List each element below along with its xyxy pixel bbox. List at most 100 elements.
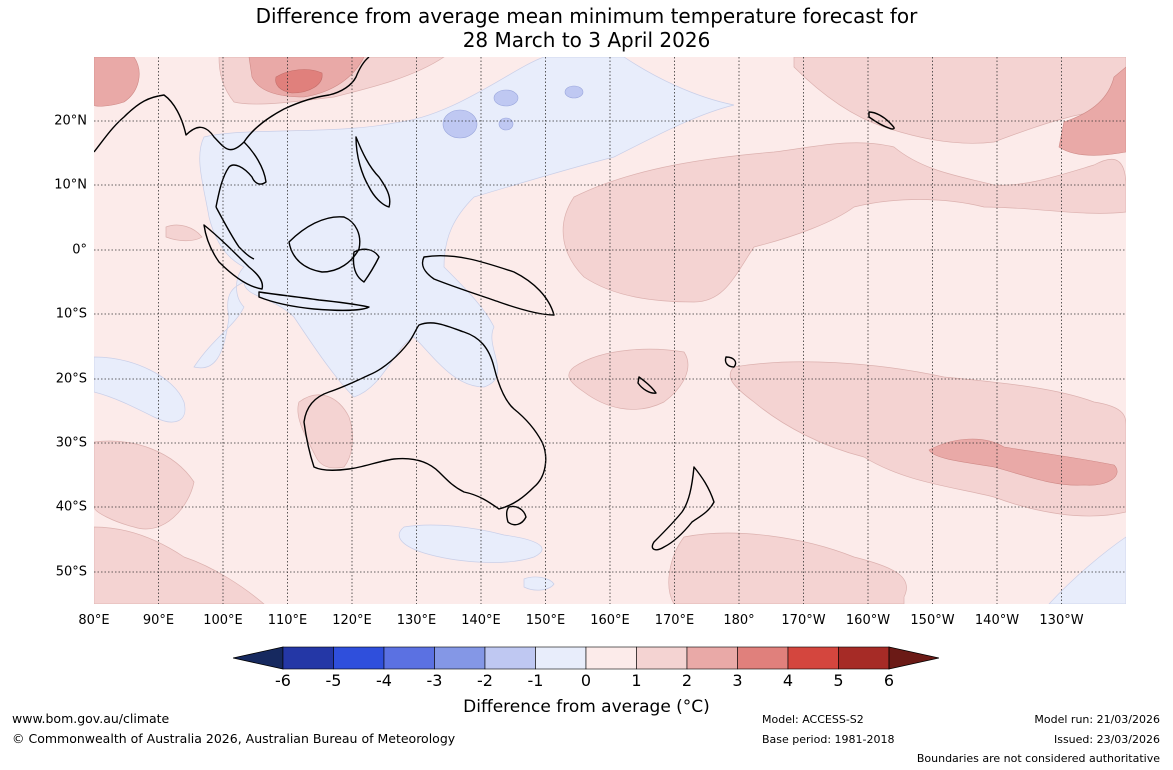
colorbar-tick: 0	[580, 671, 592, 690]
colorbar-tick: -3	[426, 671, 443, 690]
cool-region-southeast-corner	[1048, 536, 1126, 604]
cool-blob-4	[498, 117, 514, 131]
colorbar-swatch	[737, 646, 789, 670]
colorbar-tick: 3	[732, 671, 743, 690]
coastline-sumatra	[203, 224, 264, 290]
colorbar-swatch	[838, 646, 890, 670]
map-title-line1: Difference from average mean minimum tem…	[255, 4, 918, 28]
map-gridlines	[94, 57, 1126, 604]
lon-label-160w: 160°W	[845, 613, 891, 628]
lat-label-10n: 10°N	[54, 177, 87, 193]
colorbar-tick: 1	[631, 671, 642, 690]
warmer-region-south-pacific	[928, 438, 1118, 486]
cool-anomaly-regions	[94, 57, 1126, 604]
colorbar-tick: -4	[376, 671, 392, 690]
cool-region-south-far	[523, 576, 555, 591]
colorbar-swatch	[585, 646, 637, 670]
coastline-australia	[303, 322, 547, 510]
lon-label-80e: 80°E	[78, 613, 110, 628]
cool-region-indian-ocean-west	[94, 356, 186, 423]
warmer-region-northeast	[1058, 66, 1126, 156]
lon-label-170w: 170°W	[781, 613, 826, 628]
lat-label-50s: 50°S	[55, 564, 87, 580]
coastline-new-caledonia	[637, 376, 657, 394]
lon-label-110e: 110°E	[267, 613, 308, 628]
colorbar-swatch	[333, 646, 385, 670]
colorbar-swatch	[434, 646, 486, 670]
cool-blob-3	[564, 85, 584, 99]
coastline-new-zealand	[651, 466, 715, 551]
base-period-text: Base period: 1981-2018	[762, 733, 895, 746]
lon-label-150w: 150°W	[910, 613, 955, 628]
lat-label-20s: 20°S	[55, 371, 87, 387]
colorbar-tick: 6	[883, 671, 895, 690]
model-text: Model: ACCESS-S2	[762, 713, 864, 726]
coastline-java	[258, 291, 370, 312]
lat-label-0: 0°	[72, 242, 87, 258]
colorbar-tick: 4	[782, 671, 794, 690]
lon-label-170e: 170°E	[654, 613, 695, 628]
lat-label-20n: 20°N	[54, 113, 87, 129]
lon-label-100e: 100°E	[203, 613, 243, 628]
lon-label-140e: 140°E	[461, 613, 501, 628]
coastline-new-guinea	[421, 254, 555, 316]
issued-text: Issued: 23/03/2026	[1053, 733, 1160, 746]
lon-label-120e: 120°E	[332, 613, 372, 628]
colorbar-label: Difference from average (°C)	[463, 697, 710, 717]
coastline-tasmania	[505, 505, 527, 526]
colorbar-tick: 5	[833, 671, 844, 690]
warm-region-south-pacific	[729, 361, 1126, 517]
colorbar-tick: 2	[681, 671, 693, 690]
model-run-text: Model run: 21/03/2026	[1034, 713, 1160, 726]
colorbar	[233, 646, 939, 670]
coastline-philippines	[355, 136, 391, 208]
lon-label-150e: 150°E	[525, 613, 566, 628]
lon-label-180: 180°	[723, 613, 755, 628]
lat-label-40s: 40°S	[55, 499, 87, 515]
coastline-fiji	[724, 356, 737, 368]
colorbar-tick: -5	[325, 671, 342, 690]
warmer-region-northwest	[94, 57, 140, 107]
colorbar-tick: -1	[527, 671, 544, 690]
warm-region-java-small	[165, 224, 203, 242]
colorbar-low-extension	[233, 646, 284, 670]
moderate-cool-blobs	[442, 85, 584, 139]
copyright-text: © Commonwealth of Australia 2026, Austra…	[12, 731, 456, 746]
coastline-asia	[94, 57, 370, 153]
lon-label-130w: 130°W	[1039, 613, 1084, 628]
forecast-map	[94, 57, 1126, 604]
colorbar-swatch	[636, 646, 688, 670]
cool-blob-2	[493, 89, 519, 107]
coastline-borneo	[288, 216, 361, 273]
colorbar-swatch	[535, 646, 587, 670]
lon-label-130e: 130°E	[396, 613, 437, 628]
warm-region-coral-sea	[568, 348, 689, 410]
colorbar-high-extension	[888, 646, 939, 670]
warm-region-southwest-corner	[94, 526, 265, 604]
colorbar-swatch	[282, 646, 334, 670]
lat-label-30s: 30°S	[55, 435, 87, 451]
cool-region-southern-ocean	[398, 524, 543, 563]
lon-label-90e: 90°E	[142, 613, 175, 628]
warmer-anomaly-regions	[94, 57, 1126, 486]
coastline-indochina	[215, 141, 267, 208]
colorbar-tick: -2	[477, 671, 493, 690]
website-link[interactable]: www.bom.gov.au/climate	[12, 711, 170, 726]
disclaimer-text: Boundaries are not considered authoritat…	[916, 752, 1160, 765]
colorbar-tick: -6	[275, 671, 291, 690]
warm-anomaly-regions	[94, 57, 1126, 604]
coastline-hawaii	[868, 111, 895, 130]
coastline-malay	[215, 206, 255, 260]
map-title-line2: 28 March to 3 April 2026	[462, 28, 711, 52]
colorbar-swatch	[787, 646, 839, 670]
coastlines	[94, 57, 895, 551]
colorbar-swatch	[383, 646, 435, 670]
colorbar-swatch	[484, 646, 536, 670]
lat-label-10s: 10°S	[55, 306, 87, 322]
lon-label-140w: 140°W	[974, 613, 1020, 628]
colorbar-swatch	[686, 646, 738, 670]
warm-region-tasman-south	[668, 532, 907, 604]
lon-label-160e: 160°E	[590, 613, 630, 628]
warm-region-central-pacific	[562, 142, 1126, 303]
cool-blob-1	[442, 109, 478, 139]
